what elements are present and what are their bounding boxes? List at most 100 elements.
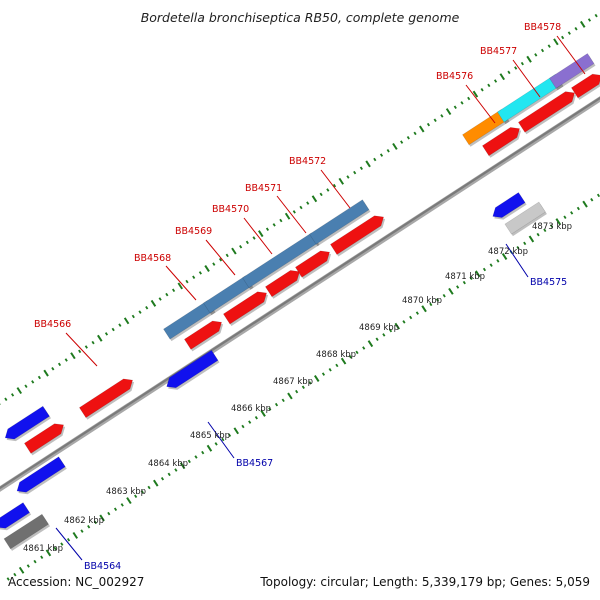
forward-gene-bb4572-label: BB4572 bbox=[289, 156, 326, 167]
kbp-label-4871: 4871 kbp bbox=[445, 272, 485, 282]
lower-row-minor-tick bbox=[516, 245, 520, 250]
gene-arrow-upstream bbox=[23, 423, 66, 456]
upper-row-minor-tick bbox=[400, 140, 404, 144]
upper-row-minor-tick bbox=[64, 358, 68, 362]
upper-row-minor-tick bbox=[131, 314, 135, 319]
lower-row-minor-tick bbox=[543, 228, 547, 233]
lower-row-minor-tick bbox=[523, 241, 527, 246]
gene-arrow-bb4569-body bbox=[222, 291, 267, 325]
gene-arrow-left-reverse bbox=[4, 405, 51, 442]
forward-gene-bb4569-leader bbox=[205, 239, 236, 276]
gene-arrow-bb4571-body bbox=[294, 250, 330, 278]
upper-row-minor-tick bbox=[57, 362, 62, 367]
lower-row-minor-tick bbox=[174, 468, 178, 472]
lower-row-minor-tick bbox=[147, 485, 151, 490]
upper-row-minor-tick bbox=[279, 218, 283, 223]
upper-row-minor-tick bbox=[10, 393, 15, 397]
upper-row-minor-tick bbox=[467, 96, 471, 101]
lower-row-minor-tick bbox=[6, 577, 10, 581]
lower-row-major-tick bbox=[233, 427, 240, 435]
upper-row-minor-tick bbox=[353, 170, 357, 175]
upper-row-minor-tick bbox=[111, 327, 115, 332]
gene-arrow-bb4577-body bbox=[517, 91, 575, 133]
lower-row-minor-tick bbox=[576, 206, 580, 211]
upper-row-minor-tick bbox=[534, 53, 538, 57]
lower-row-major-tick bbox=[153, 479, 159, 487]
upper-row-minor-tick bbox=[386, 149, 390, 153]
gene-arrow-bb4571 bbox=[294, 250, 332, 280]
lower-row-minor-tick bbox=[388, 328, 393, 333]
lower-row-minor-tick bbox=[80, 529, 84, 533]
upper-row-major-tick bbox=[150, 299, 157, 307]
upper-row-minor-tick bbox=[218, 258, 223, 262]
lower-row-minor-tick bbox=[382, 333, 386, 337]
lower-row-major-tick bbox=[18, 566, 25, 574]
lower-row-minor-tick bbox=[469, 276, 473, 281]
lower-row-minor-tick bbox=[489, 263, 493, 267]
lower-row-minor-tick bbox=[442, 293, 446, 298]
lower-row-minor-tick bbox=[93, 520, 97, 525]
lower-row-minor-tick bbox=[53, 546, 57, 551]
gene-arrow-bb4577 bbox=[517, 91, 577, 135]
lower-row-minor-tick bbox=[429, 302, 433, 307]
lower-row-minor-tick bbox=[60, 542, 64, 546]
gene-arrow-bb4568 bbox=[183, 320, 224, 352]
upper-row-minor-tick bbox=[574, 26, 578, 31]
lower-row-minor-tick bbox=[321, 372, 326, 376]
gene-arrow-bb4570-body bbox=[264, 270, 300, 298]
upper-row-major-tick bbox=[526, 55, 532, 63]
feature-block-dark-gray-body bbox=[3, 513, 49, 550]
gene-arrow-bb4576-body bbox=[481, 127, 520, 157]
upper-row-minor-tick bbox=[51, 367, 55, 371]
upper-row-minor-tick bbox=[426, 122, 431, 127]
lower-row-major-tick bbox=[340, 357, 347, 365]
gene-arrow-bb4575-body bbox=[492, 192, 526, 218]
forward-gene-bb4571-leader bbox=[276, 195, 307, 234]
genome-backbone bbox=[0, 96, 600, 492]
lower-row-minor-tick bbox=[328, 368, 332, 372]
lower-row-major-tick bbox=[555, 218, 561, 226]
upper-row-minor-tick bbox=[561, 35, 565, 40]
upper-row-minor-tick bbox=[185, 279, 189, 284]
feature-block-gray bbox=[504, 201, 547, 237]
reverse-gene-bb4564-label: BB4564 bbox=[84, 561, 121, 572]
upper-row-minor-tick bbox=[514, 66, 518, 70]
upper-row-minor-tick bbox=[171, 288, 176, 293]
gene-arrow-edge-reverse bbox=[0, 502, 32, 531]
upper-row-major-tick bbox=[16, 387, 23, 395]
feature-block-steel-4-body bbox=[309, 199, 370, 245]
lower-row-major-tick bbox=[421, 305, 427, 313]
lower-row-major-tick bbox=[582, 200, 588, 208]
reverse-gene-bb4575-leader bbox=[505, 243, 529, 278]
kbp-label-4862: 4862 kbp bbox=[64, 516, 104, 526]
kbp-label-4869: 4869 kbp bbox=[359, 323, 399, 333]
lower-row-minor-tick bbox=[107, 511, 111, 516]
lower-row-minor-tick bbox=[335, 363, 339, 368]
upper-row-minor-tick bbox=[299, 205, 303, 210]
upper-row-minor-tick bbox=[198, 271, 202, 275]
kbp-label-4870: 4870 kbp bbox=[402, 296, 442, 306]
upper-row-minor-tick bbox=[460, 101, 464, 105]
upper-row-minor-tick bbox=[212, 262, 216, 266]
upper-row-minor-tick bbox=[24, 384, 28, 388]
tick-marks bbox=[0, 13, 600, 581]
gene-arrow-bb4569 bbox=[222, 291, 269, 326]
lower-row-minor-tick bbox=[120, 503, 124, 507]
upper-row-minor-tick bbox=[547, 44, 551, 48]
upper-row-minor-tick bbox=[440, 114, 444, 118]
upper-row-minor-tick bbox=[480, 88, 484, 92]
upper-row-major-tick bbox=[204, 265, 210, 272]
feature-block-purple-body bbox=[549, 53, 595, 89]
feature-block-gray-body bbox=[504, 201, 546, 235]
lower-row-minor-tick bbox=[187, 459, 191, 464]
upper-row-minor-tick bbox=[379, 153, 384, 157]
gene-arrow-bb4578 bbox=[570, 73, 600, 100]
upper-row-minor-tick bbox=[413, 131, 417, 136]
feature-block-steel-1-body bbox=[163, 300, 215, 340]
gene-arrow-bb4575 bbox=[492, 192, 527, 220]
lower-row-major-tick bbox=[179, 462, 186, 470]
reverse-gene-bb4575-label: BB4575 bbox=[530, 277, 567, 288]
gene-arrow-edge-reverse-body bbox=[0, 502, 31, 529]
forward-gene-bb4577-label: BB4577 bbox=[480, 46, 517, 57]
